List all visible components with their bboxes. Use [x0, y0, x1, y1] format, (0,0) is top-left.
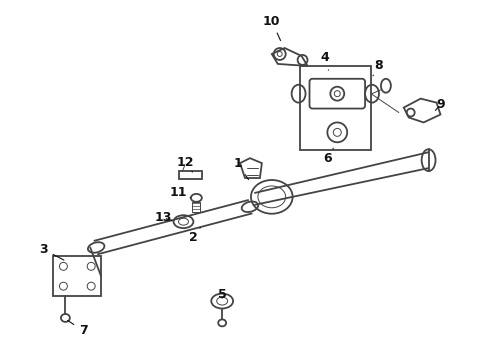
Text: 1: 1 — [234, 157, 248, 180]
Text: 12: 12 — [177, 156, 194, 172]
Text: 4: 4 — [320, 51, 329, 70]
Text: 7: 7 — [68, 320, 88, 337]
Text: 13: 13 — [155, 211, 172, 224]
Text: 11: 11 — [170, 186, 191, 199]
Text: 3: 3 — [39, 243, 64, 260]
Text: 9: 9 — [436, 98, 445, 111]
Text: 2: 2 — [189, 228, 200, 244]
Text: 10: 10 — [263, 15, 281, 41]
Text: 8: 8 — [373, 59, 383, 76]
Text: 5: 5 — [218, 288, 226, 301]
Text: 6: 6 — [323, 148, 333, 165]
